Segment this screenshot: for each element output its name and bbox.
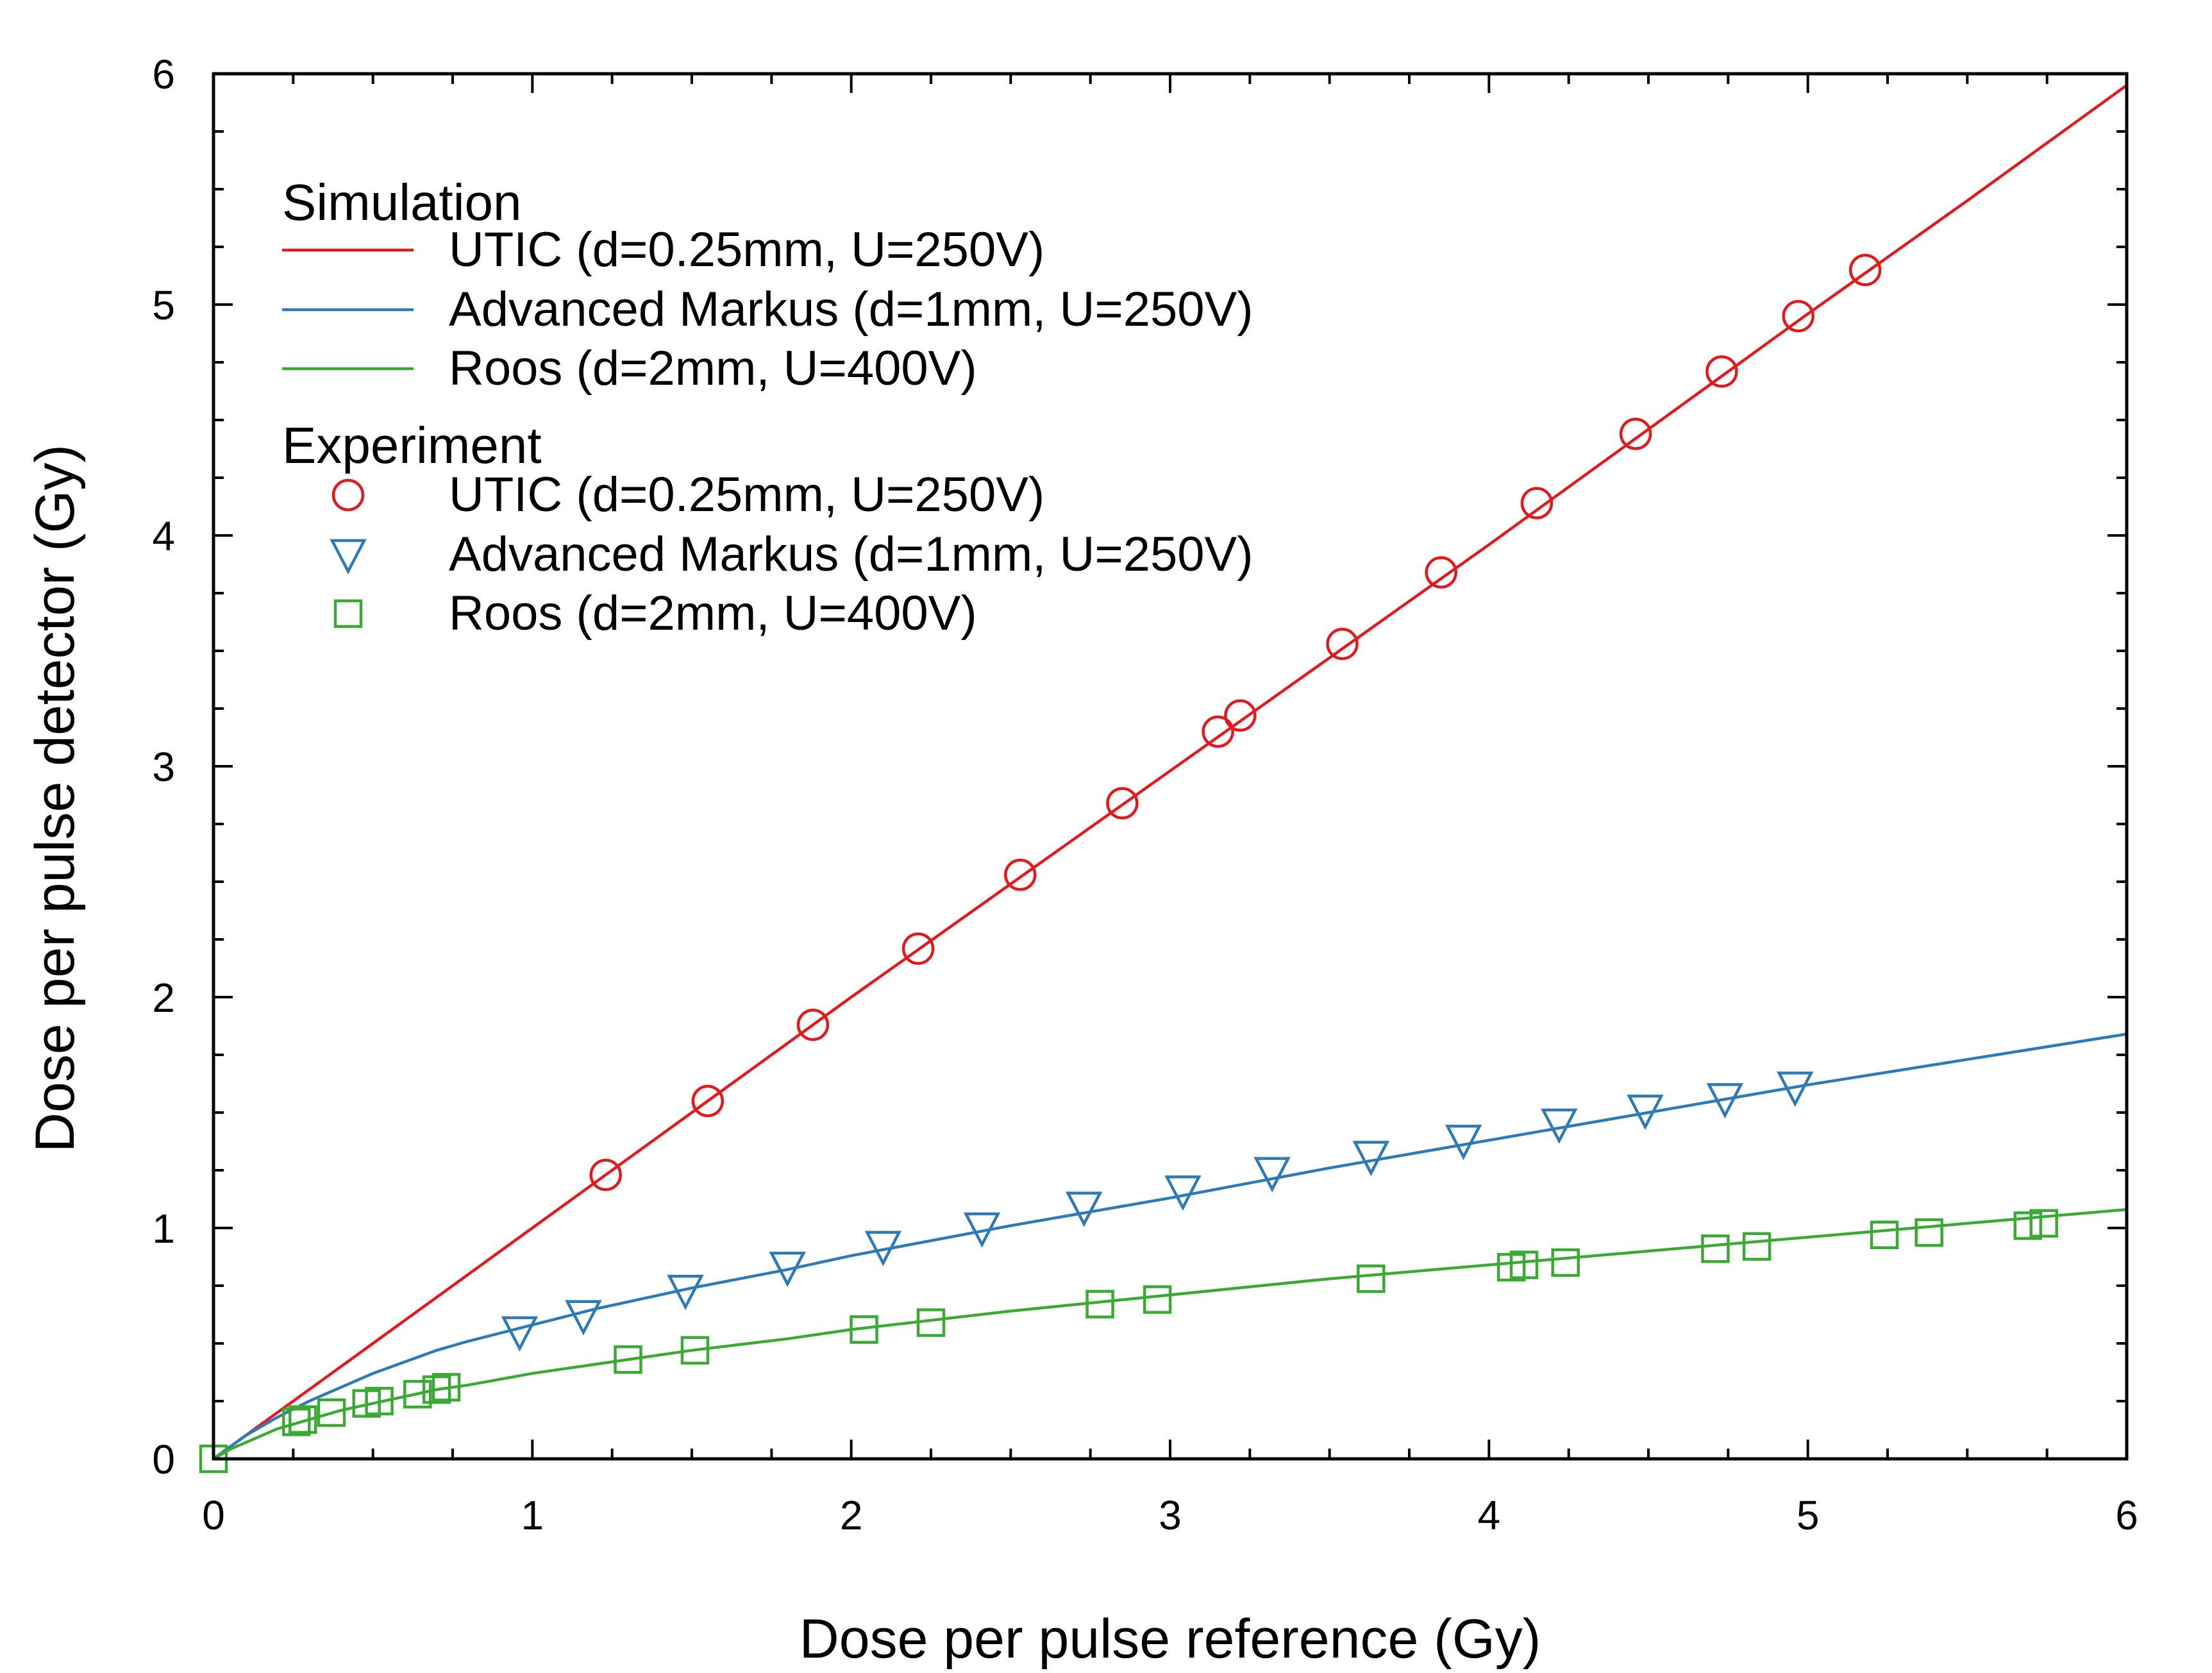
x-tick-label: 4 xyxy=(1478,1492,1501,1538)
y-tick-label: 4 xyxy=(152,513,175,559)
legend-experiment-label-0: UTIC (d=0.25mm, U=250V) xyxy=(449,467,1044,522)
experiment-point-1-3 xyxy=(769,1251,806,1288)
simulation-line-0 xyxy=(212,84,2128,1460)
experiment-point-2-7 xyxy=(422,1375,451,1404)
experiment-point-1-0 xyxy=(501,1316,539,1352)
experiment-point-2-22 xyxy=(1915,1218,1943,1247)
experiment-point-2-20 xyxy=(1742,1232,1772,1261)
legend-marker-0 xyxy=(331,478,365,512)
x-tick-label: 6 xyxy=(2115,1492,2138,1538)
experiment-point-0-1 xyxy=(691,1084,725,1118)
legend-simulation-header: Simulation xyxy=(282,174,522,231)
experiment-point-2-3 xyxy=(317,1398,346,1427)
y-tick-label: 1 xyxy=(152,1206,175,1252)
experiment-point-2-19 xyxy=(1701,1234,1730,1263)
experiment-point-1-9 xyxy=(1352,1141,1390,1177)
experiment-point-2-18 xyxy=(1551,1248,1580,1277)
experiment-point-1-11 xyxy=(1541,1108,1578,1144)
experiment-point-1-12 xyxy=(1627,1095,1664,1131)
experiment-point-2-14 xyxy=(1143,1285,1172,1314)
experiment-point-2-23 xyxy=(2013,1211,2043,1240)
legend-experiment-header: Experiment xyxy=(282,417,542,474)
x-tick-label: 0 xyxy=(202,1492,225,1538)
simulation-line-1 xyxy=(212,1032,2127,1460)
x-tick-label: 5 xyxy=(1797,1492,1820,1538)
experiment-point-2-13 xyxy=(1085,1290,1114,1319)
y-tick-label: 2 xyxy=(152,975,175,1021)
experiment-point-1-4 xyxy=(864,1231,902,1266)
experiment-point-2-24 xyxy=(2029,1209,2058,1238)
experiment-point-2-5 xyxy=(365,1386,394,1416)
experiment-point-2-10 xyxy=(680,1336,710,1365)
y-tick-label: 5 xyxy=(152,282,175,328)
x-tick-label: 1 xyxy=(521,1492,544,1538)
experiment-point-2-1 xyxy=(282,1408,311,1436)
y-tick-label: 3 xyxy=(152,744,175,790)
legend-marker-2 xyxy=(333,599,363,628)
experiment-point-1-8 xyxy=(1253,1157,1291,1193)
experiment-point-2-2 xyxy=(289,1405,317,1434)
experiment-point-0-12 xyxy=(1705,355,1738,388)
legend-experiment-label-1: Advanced Markus (d=1mm, U=250V) xyxy=(449,527,1253,582)
x-tick-label: 2 xyxy=(840,1492,863,1538)
experiment-point-2-12 xyxy=(916,1308,946,1337)
simulation-line-2 xyxy=(212,1207,2127,1460)
experiment-point-0-8 xyxy=(1326,627,1359,660)
experiment-point-0-10 xyxy=(1520,487,1554,519)
x-axis-title: Dose per pulse reference (Gy) xyxy=(800,1608,1541,1670)
experiment-point-1-10 xyxy=(1445,1124,1482,1161)
experiment-point-0-4 xyxy=(1004,858,1037,891)
legend-simulation-label-1: Advanced Markus (d=1mm, U=250V) xyxy=(449,282,1253,337)
experiment-point-2-9 xyxy=(614,1345,642,1374)
experiment-point-1-1 xyxy=(565,1300,602,1336)
experiment-point-1-6 xyxy=(1066,1191,1103,1227)
experiment-point-0-11 xyxy=(1619,417,1652,450)
experiment-point-0-3 xyxy=(901,932,935,965)
x-tick-label: 3 xyxy=(1159,1492,1182,1538)
experiment-point-0-9 xyxy=(1425,556,1457,589)
experiment-point-0-5 xyxy=(1106,787,1139,820)
experiment-point-0-2 xyxy=(796,1008,830,1041)
experiment-point-2-6 xyxy=(403,1379,432,1409)
experiment-point-0-0 xyxy=(589,1158,622,1191)
legend-marker-1 xyxy=(330,539,367,575)
legend-simulation-label-0: UTIC (d=0.25mm, U=250V) xyxy=(449,223,1044,277)
experiment-point-0-6 xyxy=(1202,715,1234,748)
legend-experiment-label-2: Roos (d=2mm, U=400V) xyxy=(449,586,977,641)
axes: 0 1 2 3 4 5 6 0 1 2 3 4 5 6 xyxy=(152,51,2138,1538)
experiment-point-1-7 xyxy=(1164,1175,1202,1211)
experiment-point-0-14 xyxy=(1848,253,1882,287)
legend-simulation-label-2: Roos (d=2mm, U=400V) xyxy=(449,341,977,396)
experiment-point-1-14 xyxy=(1777,1072,1814,1107)
experiment-point-2-8 xyxy=(432,1373,461,1402)
experiment-point-2-17 xyxy=(1509,1250,1539,1279)
y-tick-label: 0 xyxy=(152,1436,175,1483)
experiment-point-1-2 xyxy=(667,1274,704,1311)
y-axis-title: Dose per pulse detector (Gy) xyxy=(24,444,86,1152)
experiment-point-2-11 xyxy=(850,1315,878,1344)
experiment-point-1-5 xyxy=(963,1212,1001,1248)
experiment-point-2-15 xyxy=(1357,1264,1386,1293)
y-tick-label: 6 xyxy=(152,51,175,97)
experiment-point-0-7 xyxy=(1224,699,1257,732)
experiment-point-0-13 xyxy=(1782,299,1814,333)
experiment-point-1-13 xyxy=(1706,1083,1744,1119)
experiment-point-2-21 xyxy=(1870,1220,1899,1250)
